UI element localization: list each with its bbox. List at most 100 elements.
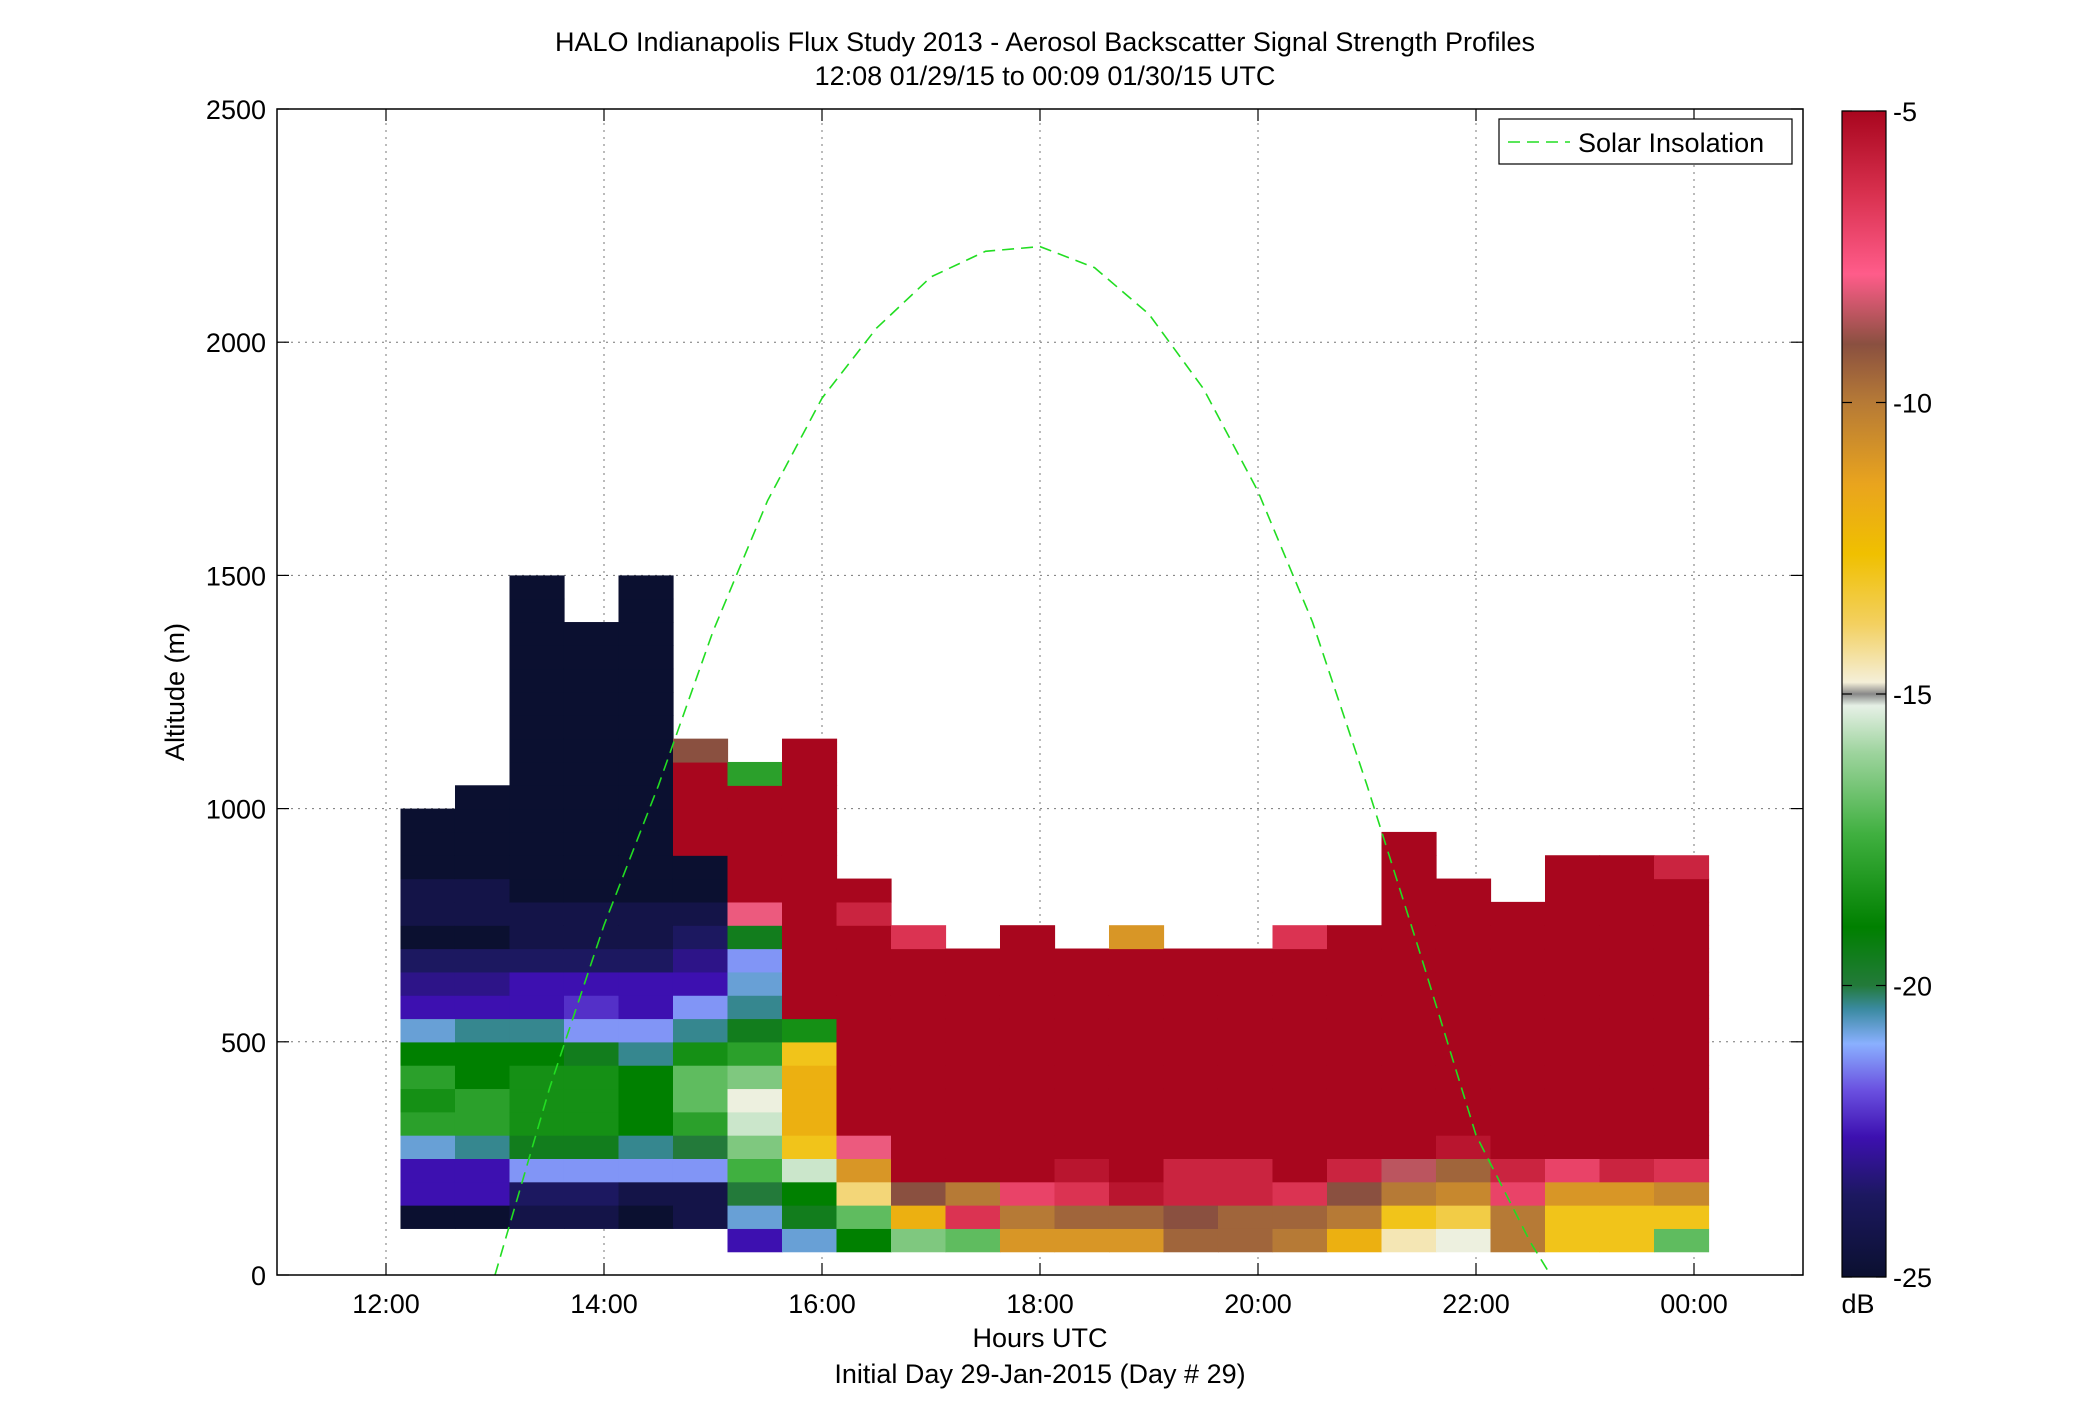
heatmap-cell (563, 855, 620, 880)
heatmap-cell (618, 1065, 674, 1090)
heatmap-cell (563, 925, 620, 950)
heatmap-cell (672, 925, 729, 950)
heatmap-cell (1381, 1041, 1437, 1066)
heatmap-cell (1381, 1135, 1437, 1159)
heatmap-cell (1653, 971, 1710, 996)
heatmap-cell (727, 808, 783, 833)
heatmap-cell (836, 1158, 892, 1183)
heatmap-cell (999, 948, 1056, 973)
heatmap-cell (400, 878, 456, 903)
heatmap-cell (890, 995, 947, 1020)
heatmap-cell (1326, 971, 1383, 996)
heatmap-cell (1490, 1018, 1546, 1043)
heatmap-cell (563, 831, 620, 856)
heatmap-cell (509, 971, 565, 996)
heatmap-cell (618, 715, 674, 740)
heatmap-cell (1435, 1181, 1492, 1206)
heatmap-cell (618, 831, 674, 856)
heatmap-cell (1272, 1205, 1328, 1229)
heatmap-cell (1217, 1135, 1274, 1159)
heatmap-cell (727, 1205, 783, 1229)
heatmap-cell (1381, 1088, 1437, 1113)
heatmap-cell (1490, 925, 1546, 950)
heatmap-cell (1326, 948, 1383, 973)
heatmap-cell (509, 925, 565, 950)
heatmap-cell (1435, 1088, 1492, 1113)
heatmap-cell (1653, 1135, 1710, 1159)
heatmap-cell (563, 1181, 620, 1206)
heatmap-cell (781, 831, 838, 856)
heatmap-cell (890, 1228, 947, 1253)
heatmap-cell (672, 995, 729, 1020)
x-tick-label: 00:00 (1660, 1289, 1728, 1319)
heatmap-cell (1108, 971, 1165, 996)
heatmap-cell (454, 995, 511, 1020)
heatmap-cell (781, 901, 838, 926)
heatmap-cell (1054, 1111, 1110, 1136)
heatmap-cell (890, 948, 947, 973)
heatmap-cell (999, 1088, 1056, 1113)
colorbar-ticks: -5 -10 -15 -20 -25 (1842, 97, 1932, 1293)
heatmap-cell (1599, 1135, 1655, 1159)
solar-insolation-line (494, 245, 1552, 1275)
heatmap-cell (781, 925, 838, 950)
heatmap-cell (1490, 1041, 1546, 1066)
heatmap-cell (836, 995, 892, 1020)
heatmap-cell (454, 925, 511, 950)
heatmap-cell (836, 1205, 892, 1229)
chart-title: HALO Indianapolis Flux Study 2013 - Aero… (555, 27, 1535, 57)
colorbar-label: dB (1841, 1289, 1874, 1319)
heatmap-cell (890, 1041, 947, 1066)
colorbar-tick-label: -10 (1893, 389, 1932, 419)
heatmap-cell (727, 785, 783, 810)
heatmap-cell (618, 948, 674, 973)
heatmap-cell (454, 831, 511, 856)
heatmap-cell (563, 738, 620, 763)
heatmap-cell (672, 808, 729, 833)
heatmap-cell (1599, 948, 1655, 973)
heatmap-cell (1163, 1205, 1219, 1229)
heatmap-cell (727, 831, 783, 856)
chart-subtitle: 12:08 01/29/15 to 00:09 01/30/15 UTC (815, 61, 1276, 91)
heatmap-cell (781, 1228, 838, 1253)
colorbar-tick-label: -5 (1893, 97, 1917, 127)
heatmap-cell (836, 1181, 892, 1206)
heatmap-cell (563, 1065, 620, 1090)
heatmap-cell (509, 1158, 565, 1183)
heatmap-cell (1544, 1181, 1601, 1206)
heatmap-cell (563, 715, 620, 740)
heatmap-cell (1653, 925, 1710, 950)
heatmap-cell (400, 1041, 456, 1066)
heatmap-cell (1381, 1158, 1437, 1183)
heatmap-cell (618, 855, 674, 880)
heatmap-cell (1272, 1181, 1328, 1206)
heatmap-cell (1326, 995, 1383, 1020)
heatmap-cell (781, 971, 838, 996)
heatmap-cell (999, 1065, 1056, 1090)
heatmap-cell (618, 668, 674, 693)
heatmap-cell (890, 1158, 947, 1183)
heatmap-cell (1272, 1228, 1328, 1253)
heatmap-cell (454, 1181, 511, 1206)
heatmap-cell (454, 1088, 511, 1113)
heatmap-cell (672, 831, 729, 856)
heatmap-cell (618, 575, 674, 600)
heatmap-cell (999, 971, 1056, 996)
heatmap-cell (836, 1041, 892, 1066)
heatmap-cell (1108, 1088, 1165, 1113)
heatmap-cell (454, 1018, 511, 1043)
heatmap-cell (781, 948, 838, 973)
heatmap-cell (836, 948, 892, 973)
heatmap-cell (1544, 948, 1601, 973)
heatmap-cell (1163, 971, 1219, 996)
heatmap-cell (1272, 1041, 1328, 1066)
heatmap-cell (1599, 1088, 1655, 1113)
heatmap-cell (727, 925, 783, 950)
heatmap-cell (1108, 1205, 1165, 1229)
heatmap-cell (999, 925, 1056, 950)
heatmap-cell (781, 855, 838, 880)
heatmap-cell (890, 925, 947, 950)
heatmap-cell (945, 1181, 1001, 1206)
heatmap-cell (999, 1111, 1056, 1136)
heatmap-cell (672, 855, 729, 880)
